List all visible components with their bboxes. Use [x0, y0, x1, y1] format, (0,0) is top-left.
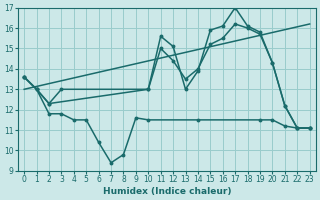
X-axis label: Humidex (Indice chaleur): Humidex (Indice chaleur)	[103, 187, 231, 196]
